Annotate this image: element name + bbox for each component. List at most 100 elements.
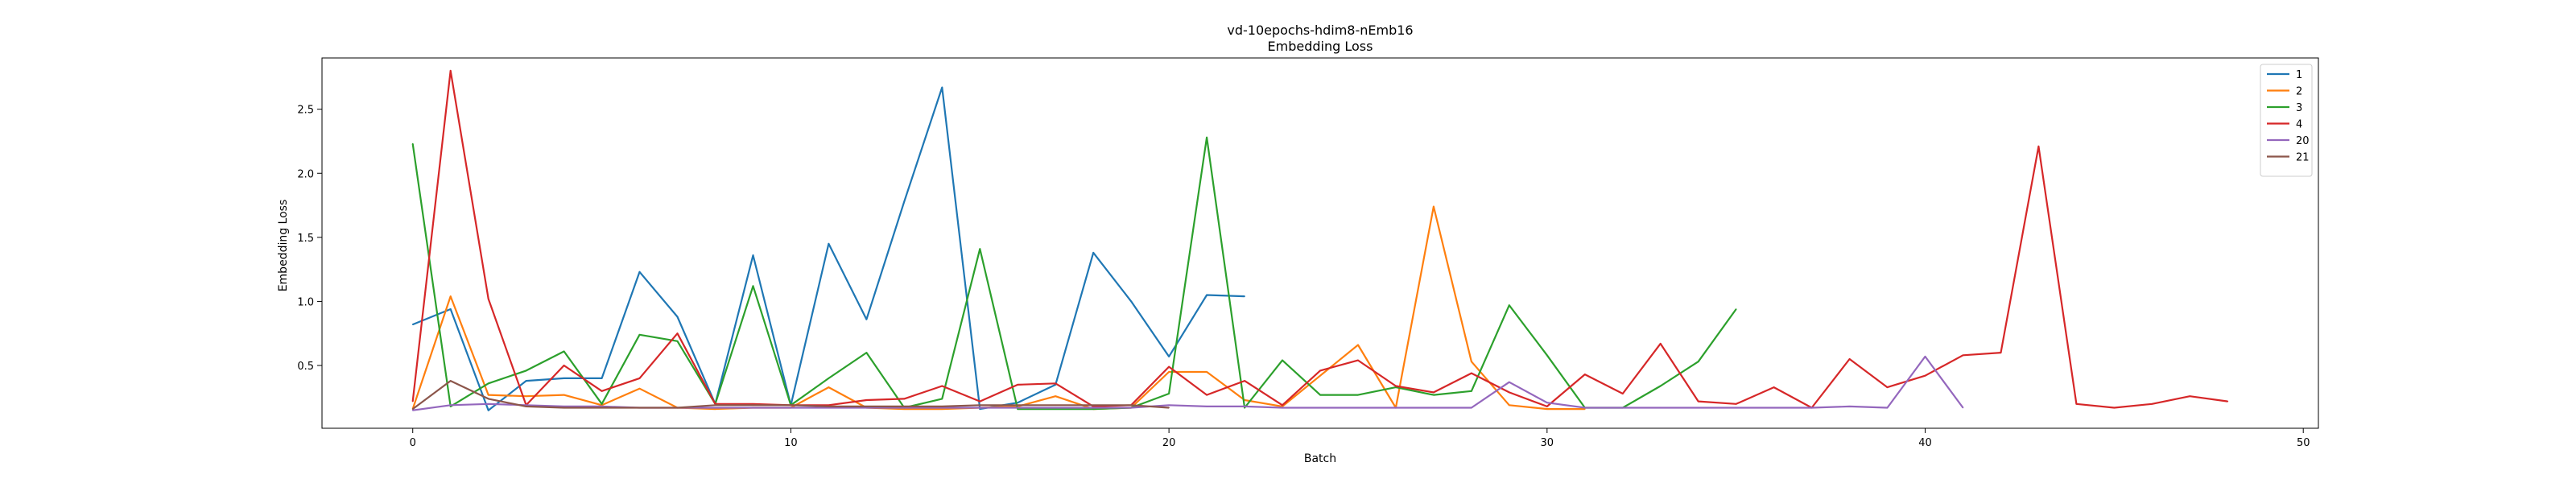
data-point-21-5 [601,407,603,409]
data-point-20-19 [1130,407,1132,409]
x-tick-label: 20 [1162,437,1176,449]
data-point-1-6 [638,271,641,273]
data-point-21-8 [714,404,716,407]
data-point-20-22 [1244,406,1245,407]
data-point-3-24 [1319,394,1321,396]
series-line-3 [411,136,1737,411]
data-point-21-3 [525,406,527,407]
data-point-3-12 [865,352,868,353]
legend: 1 2 3 4 20 21 [2260,64,2313,177]
data-point-4-29 [1509,391,1510,394]
x-tick-label: 10 [784,437,798,449]
data-point-4-30 [1546,406,1548,407]
y-tick-label: 2.0 [297,168,314,180]
data-point-4-0 [411,400,414,402]
legend-box [2260,64,2313,177]
data-point-21-11 [828,406,830,407]
data-point-20-33 [1659,407,1662,409]
data-point-21-18 [1092,404,1094,407]
data-point-3-27 [1433,394,1435,396]
data-point-20-13 [903,407,906,409]
data-point-20-35 [1735,407,1737,409]
data-point-1-13 [903,200,906,203]
data-point-3-25 [1357,394,1359,396]
data-point-21-4 [563,407,565,409]
y-tick-label: 1.0 [297,296,314,308]
data-point-21-17 [1055,404,1056,407]
legend-label-20: 20 [2296,135,2310,147]
data-point-20-20 [1168,404,1170,407]
data-point-4-47 [2189,395,2191,398]
data-point-4-17 [1055,382,1056,385]
data-point-3-17 [1055,408,1056,410]
data-point-21-0 [411,408,414,410]
data-point-1-1 [449,308,452,310]
data-point-20-14 [941,407,943,409]
data-point-4-45 [2113,407,2116,409]
data-point-4-2 [487,298,489,300]
data-point-20-27 [1433,407,1435,409]
x-tick-label: 50 [2297,437,2310,449]
data-point-4-40 [1924,374,1926,377]
data-point-3-11 [828,378,830,379]
data-point-4-42 [2000,352,2002,353]
data-point-2-24 [1319,374,1321,377]
data-point-3-0 [411,142,414,145]
data-point-4-35 [1735,403,1737,405]
data-point-2-3 [525,395,527,398]
axis-ticks: 0 10 20 30 40 50 0.5 1.0 1.5 2.0 2.5 [297,105,2310,449]
y-axis-label: Embedding Loss [277,200,290,292]
data-point-3-14 [941,398,943,400]
data-point-21-15 [979,404,981,407]
data-point-3-23 [1282,359,1283,361]
legend-label-4: 4 [2296,119,2302,131]
data-point-2-17 [1055,395,1056,398]
data-point-21-10 [790,404,792,407]
data-point-20-18 [1092,407,1094,409]
data-point-4-12 [865,399,868,401]
data-point-1-16 [1017,402,1018,404]
data-point-20-36 [1773,407,1775,409]
data-point-2-14 [941,408,943,410]
data-point-20-41 [1962,407,1964,409]
data-point-3-20 [1168,393,1170,394]
data-point-4-20 [1168,365,1170,368]
data-point-4-41 [1962,354,1964,357]
x-axis-label: Batch [1304,452,1336,465]
data-point-3-7 [676,341,679,342]
data-point-4-22 [1244,380,1245,382]
data-point-1-4 [563,378,565,379]
data-point-3-6 [638,334,641,336]
legend-label-1: 1 [2296,69,2302,81]
data-point-21-6 [638,407,641,409]
data-point-2-11 [828,386,830,388]
data-point-20-11 [828,407,830,409]
data-point-4-33 [1659,343,1662,345]
data-point-4-39 [1886,386,1889,388]
y-tick-label: 2.5 [297,105,314,117]
data-point-1-5 [601,378,603,379]
data-point-4-18 [1092,406,1094,407]
data-point-1-20 [1168,356,1170,357]
x-tick-label: 40 [1918,437,1932,449]
data-point-20-16 [1017,407,1018,409]
y-tick-label: 1.5 [297,233,314,245]
data-point-3-9 [752,285,754,287]
data-point-4-1 [449,70,452,72]
data-point-1-21 [1206,294,1208,296]
data-point-1-18 [1092,252,1094,254]
data-point-3-21 [1206,136,1208,138]
data-point-3-30 [1546,354,1548,357]
data-point-1-7 [676,316,679,318]
data-point-4-16 [1017,384,1018,386]
data-point-3-18 [1092,408,1094,410]
y-tick-label: 0.5 [297,361,314,373]
data-point-4-4 [563,365,565,366]
legend-label-21: 21 [2296,152,2310,164]
data-point-20-29 [1509,381,1510,383]
x-tick-label: 30 [1541,437,1554,449]
data-point-4-15 [979,400,981,402]
data-point-21-14 [941,406,943,407]
data-point-3-3 [525,369,527,372]
